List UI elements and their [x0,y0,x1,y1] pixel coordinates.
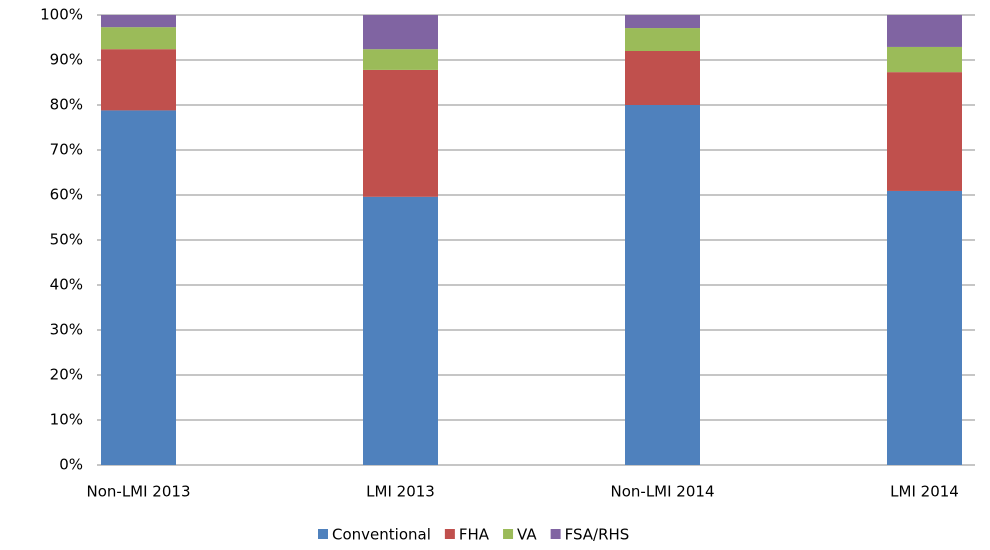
y-tick-label: 70% [50,141,83,159]
y-tick-label: 80% [50,96,83,114]
y-tick-label: 10% [50,411,83,429]
legend-swatch [550,529,561,539]
bar-segment [363,196,438,466]
bar-segment [101,15,176,28]
y-tick-label: 100% [40,6,83,24]
y-tick-label: 90% [50,51,83,69]
x-tick-label: LMI 2014 [890,483,959,501]
y-tick-label: 20% [50,366,83,384]
bar-segment [625,15,700,29]
y-tick-label: 50% [50,231,83,249]
y-tick-label: 40% [50,276,83,294]
legend-label: FHA [459,526,490,544]
x-tick-label: Non-LMI 2013 [87,483,191,501]
bar-segment [363,49,438,70]
bar-segment [363,15,438,50]
bar-segment [887,46,962,73]
bar-segment [101,110,176,466]
bar-segment [625,28,700,51]
bar-segment [625,51,700,105]
legend-label: FSA/RHS [565,526,630,544]
bar-segment [101,27,176,50]
legend-swatch [444,529,455,539]
legend-swatch [318,529,328,539]
legend-label: Conventional [332,526,431,544]
bar-segment [887,15,962,47]
y-tick-label: 0% [59,456,83,474]
bar-segment [887,190,962,465]
y-tick-label: 30% [50,321,83,339]
bar-segment [101,49,176,111]
legend-label: VA [517,526,537,544]
bar-segment [363,69,438,197]
y-tick-label: 60% [50,186,83,204]
bar-segment [625,105,700,465]
x-tick-label: Non-LMI 2014 [611,483,715,501]
legend-swatch [503,529,514,539]
x-tick-label: LMI 2013 [366,483,435,501]
bar-segment [887,72,962,191]
